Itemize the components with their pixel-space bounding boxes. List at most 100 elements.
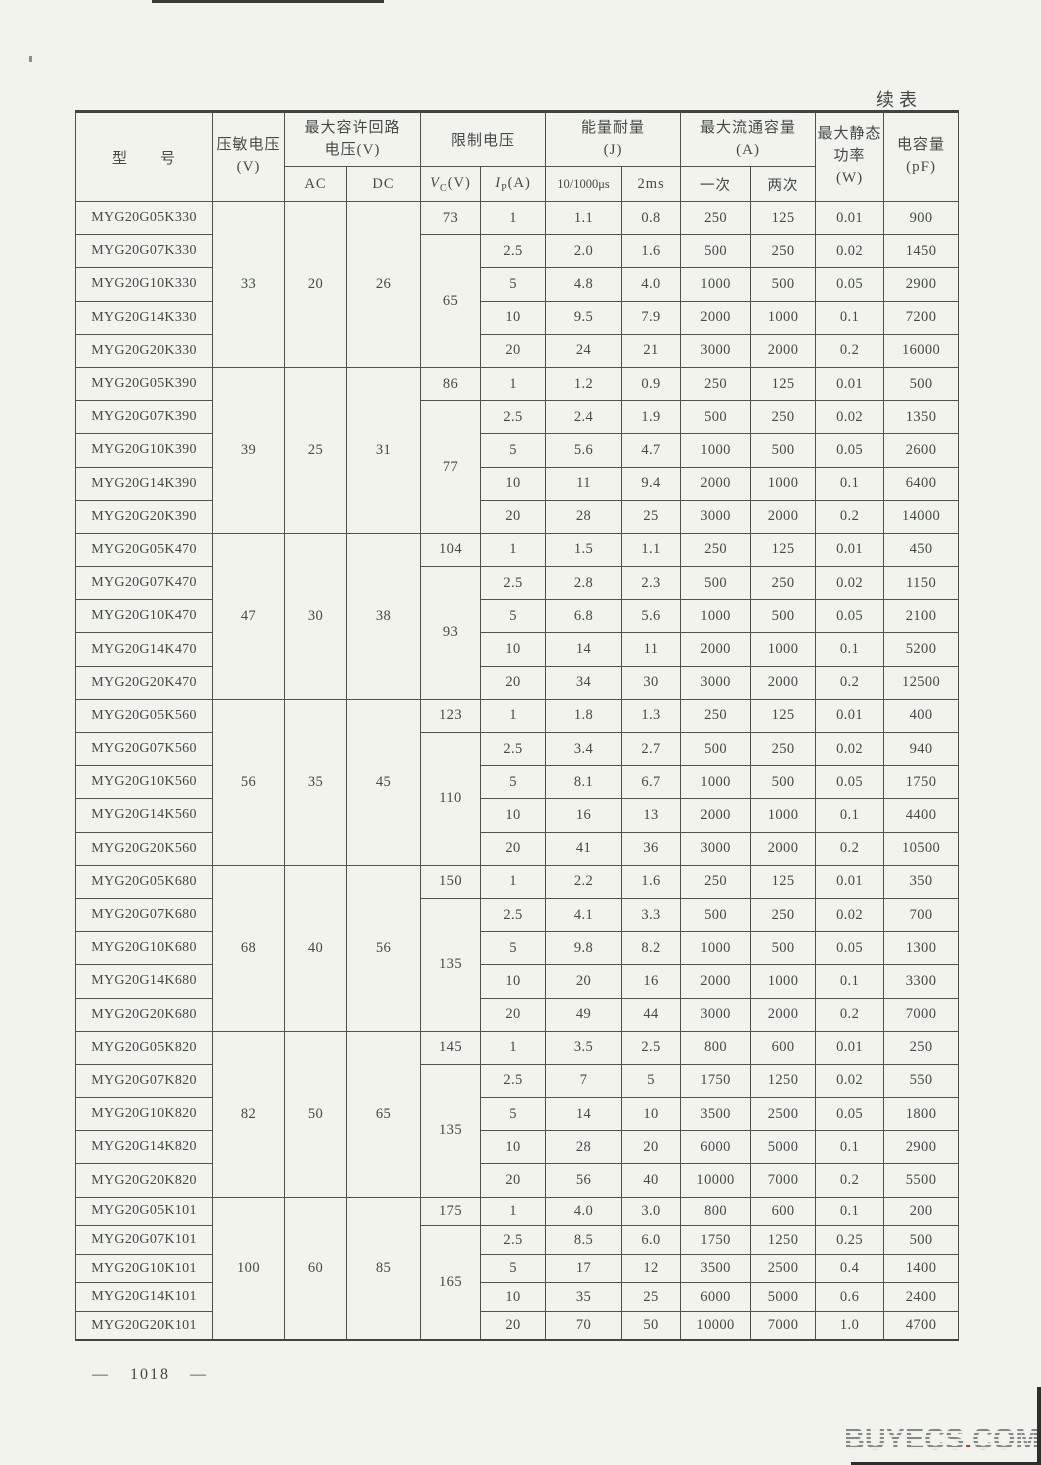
table-row: MYG20G20K470 20 34 30 3000 2000 0.2 12500 (75, 665, 960, 700)
energy-10-1000us-cell: 3.5 (545, 1030, 623, 1065)
surge-once-cell: 250 (680, 532, 752, 568)
scan-edge-artifact (152, 0, 384, 3)
table-row: MYG20G14K560 10 16 13 2000 1000 0.1 4400 (75, 798, 960, 833)
energy-10-1000us-cell: 49 (545, 997, 623, 1032)
surge-once-cell: 3000 (680, 997, 752, 1032)
ac-voltage-cell: 40 (284, 864, 347, 1032)
static-power-cell: 0.2 (815, 499, 885, 534)
static-power-cell: 0.1 (815, 300, 885, 335)
energy-2ms-cell: 5 (621, 1063, 682, 1099)
capacitance-cell: 5500 (883, 1163, 960, 1198)
peak-current-cell: 20 (480, 499, 547, 534)
model-cell: MYG20G07K680 (75, 897, 213, 933)
static-power-cell: 0.01 (815, 698, 885, 734)
watermark-suffix: COM (971, 1423, 1039, 1456)
energy-2ms-cell: 11 (621, 632, 682, 667)
peak-current-cell: 5 (480, 931, 547, 966)
header-energy-10-1000us-label: 10/1000μs (557, 176, 610, 191)
header-surge-line2: (A) (736, 141, 760, 158)
header-ip-subscript: P (501, 182, 508, 194)
energy-2ms-cell: 21 (621, 333, 682, 368)
energy-2ms-cell: 2.5 (621, 1030, 682, 1065)
energy-10-1000us-cell: 14 (545, 1097, 623, 1132)
model-cell: MYG20G14K820 (75, 1130, 213, 1165)
static-power-cell: 0.01 (815, 200, 885, 236)
surge-twice-cell: 2000 (750, 997, 817, 1032)
peak-current-cell: 10 (480, 1130, 547, 1165)
energy-2ms-cell: 2.3 (621, 566, 682, 601)
static-power-cell: 0.02 (815, 731, 885, 767)
surge-once-cell: 250 (680, 864, 752, 899)
dc-voltage-cell: 85 (345, 1196, 422, 1341)
header-energy-line2: (J) (603, 141, 623, 158)
capacitance-cell: 1450 (883, 234, 960, 269)
surge-once-cell: 3000 (680, 499, 752, 534)
table-header: 型 号 压敏电压 (V) 最大容许回路 电压(V) 限制电压 能量耐量 (J) … (75, 111, 960, 202)
table-row: MYG20G10K470 5 6.8 5.6 1000 500 0.05 2100 (75, 599, 960, 634)
energy-2ms-cell: 7.9 (621, 300, 682, 335)
static-power-cell: 0.1 (815, 798, 885, 833)
header-vc-letter: V (430, 174, 441, 191)
surge-twice-cell: 1000 (750, 466, 817, 501)
static-power-cell: 0.2 (815, 1163, 885, 1198)
surge-twice-cell: 500 (750, 267, 817, 302)
varistor-voltage-cell: 39 (212, 366, 285, 534)
clamping-voltage-cell: 86 (420, 366, 482, 402)
table-row: MYG20G14K101 10 35 25 6000 5000 0.6 2400 (75, 1282, 960, 1312)
header-max-circuit-line2: 电压(V) (324, 141, 381, 158)
header-max-circuit-voltage: 最大容许回路 电压(V) (283, 111, 422, 167)
varistor-spec-table: 型 号 压敏电压 (V) 最大容许回路 电压(V) 限制电压 能量耐量 (J) … (75, 110, 960, 1342)
peak-current-cell: 20 (480, 665, 547, 700)
dc-voltage-cell: 26 (345, 201, 422, 368)
energy-10-1000us-cell: 17 (545, 1253, 623, 1284)
model-cell: MYG20G10K390 (75, 433, 213, 468)
energy-10-1000us-cell: 3.4 (545, 731, 623, 767)
surge-twice-cell: 5000 (750, 1130, 817, 1165)
varistor-voltage-cell: 82 (212, 1030, 285, 1198)
header-varistor-voltage-line2: (V) (236, 159, 261, 175)
capacitance-cell: 550 (883, 1063, 960, 1099)
energy-2ms-cell: 1.3 (621, 698, 682, 734)
scan-speck-artifact (29, 56, 32, 62)
energy-2ms-cell: 1.9 (621, 400, 682, 435)
table-row: MYG20G05K820 82 50 65 145 1 3.5 2.5 800 600 0.01 25… (75, 1030, 960, 1198)
surge-once-cell: 1750 (680, 1063, 752, 1099)
energy-2ms-cell: 12 (621, 1253, 682, 1284)
surge-twice-cell: 2500 (750, 1097, 817, 1132)
header-static-power: 最大静态 功率 (W) (815, 111, 885, 202)
energy-10-1000us-cell: 4.8 (545, 267, 623, 302)
peak-current-cell: 5 (480, 1097, 547, 1132)
capacitance-cell: 1800 (883, 1097, 960, 1132)
peak-current-cell: 2.5 (480, 234, 547, 269)
surge-twice-cell: 1000 (750, 300, 817, 335)
table-row: MYG20G10K820 5 14 10 3500 2500 0.05 1800 (75, 1097, 960, 1132)
capacitance-cell: 1350 (883, 400, 960, 435)
varistor-voltage-cell: 56 (212, 698, 285, 866)
surge-twice-cell: 2000 (750, 333, 817, 368)
table-body: MYG20G05K330 33 20 26 73 1 1.1 0.8 250 125 0.01 900… (75, 200, 960, 1341)
surge-twice-cell: 125 (750, 698, 817, 734)
header-varistor-voltage-line1: 压敏电压 (216, 137, 281, 154)
surge-once-cell: 1000 (680, 267, 752, 302)
table-row: MYG20G05K330 33 20 26 73 1 1.1 0.8 250 125 0.01 900 (75, 200, 960, 368)
surge-once-cell: 800 (680, 1030, 752, 1065)
table-row: MYG20G14K680 10 20 16 2000 1000 0.1 3300 (75, 964, 960, 999)
table-row: MYG20G05K560 56 35 45 123 1 1.8 1.3 250 125 0.01 40… (75, 698, 960, 866)
clamping-voltage-cell: 77 (420, 400, 482, 534)
energy-10-1000us-cell: 24 (545, 333, 623, 368)
capacitance-cell: 7000 (883, 997, 960, 1032)
energy-10-1000us-cell: 8.1 (545, 765, 623, 800)
surge-twice-cell: 250 (750, 566, 817, 601)
energy-2ms-cell: 1.6 (621, 234, 682, 269)
surge-twice-cell: 125 (750, 864, 817, 899)
surge-once-cell: 500 (680, 731, 752, 767)
dc-voltage-cell: 65 (345, 1030, 422, 1198)
surge-twice-cell: 125 (750, 200, 817, 236)
ac-voltage-cell: 25 (284, 366, 347, 534)
model-cell: MYG20G14K680 (75, 964, 213, 999)
energy-10-1000us-cell: 4.0 (545, 1196, 623, 1227)
capacitance-cell: 250 (883, 1030, 960, 1065)
ac-voltage-cell: 50 (284, 1030, 347, 1198)
static-power-cell: 1.0 (815, 1311, 885, 1341)
peak-current-cell: 10 (480, 632, 547, 667)
